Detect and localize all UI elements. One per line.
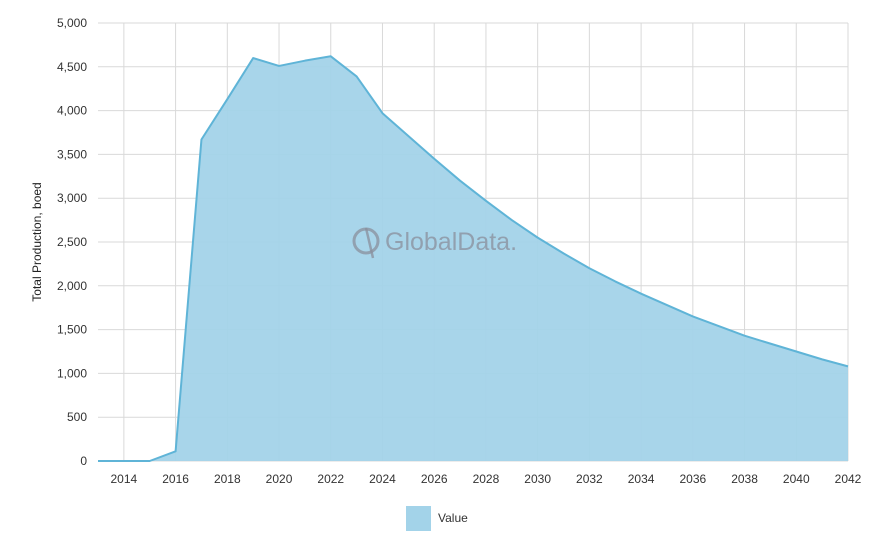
legend-label: Value	[438, 511, 468, 525]
y-tick-label: 2,000	[57, 279, 87, 293]
x-tick-label: 2028	[473, 472, 500, 486]
data-point[interactable]	[147, 459, 152, 464]
series-line[interactable]	[98, 55, 849, 462]
x-tick-label: 2030	[524, 472, 551, 486]
data-point[interactable]	[483, 198, 488, 203]
data-point[interactable]	[820, 357, 825, 362]
x-tick-label: 2026	[421, 472, 448, 486]
data-point[interactable]	[716, 324, 721, 329]
data-point[interactable]	[768, 341, 773, 346]
x-tick-label: 2040	[783, 472, 810, 486]
x-tick-label: 2032	[576, 472, 603, 486]
data-point[interactable]	[354, 74, 359, 79]
x-tick-label: 2036	[679, 472, 706, 486]
y-tick-label: 1,500	[57, 323, 87, 337]
x-tick-label: 2016	[162, 472, 189, 486]
y-tick-label: 1,000	[57, 366, 87, 380]
y-axis-ticks: 0 500 1,000 1,500 2,000 2,500 3,000 3,500 4,000 4…	[57, 16, 87, 468]
data-point[interactable]	[794, 349, 799, 354]
y-tick-label: 500	[67, 410, 87, 424]
globaldata-logo-icon	[352, 227, 380, 259]
y-tick-label: 4,500	[57, 60, 87, 74]
data-point[interactable]	[277, 63, 282, 68]
series-group	[96, 54, 851, 464]
x-tick-label: 2038	[731, 472, 758, 486]
data-point[interactable]	[690, 314, 695, 319]
x-tick-label: 2034	[628, 472, 655, 486]
data-point[interactable]	[380, 111, 385, 116]
data-point[interactable]	[535, 235, 540, 240]
data-point[interactable]	[96, 459, 101, 464]
data-point[interactable]	[509, 218, 514, 223]
data-point[interactable]	[846, 364, 851, 369]
data-point[interactable]	[406, 134, 411, 139]
y-tick-label: 3,000	[57, 191, 87, 205]
x-tick-label: 2020	[266, 472, 293, 486]
y-tick-label: 3,500	[57, 147, 87, 161]
x-tick-label: 2024	[369, 472, 396, 486]
watermark-text: GlobalData.	[385, 228, 517, 256]
data-point[interactable]	[432, 156, 437, 161]
data-point[interactable]	[561, 251, 566, 256]
y-tick-label: 2,500	[57, 235, 87, 249]
data-point[interactable]	[251, 56, 256, 61]
data-point[interactable]	[458, 178, 463, 183]
y-tick-label: 0	[80, 454, 87, 468]
x-axis-ticks: 2014 2016 2018 2020 2022 2024 2026 2028 2030 2032…	[111, 472, 862, 486]
legend-swatch	[406, 506, 431, 531]
y-tick-label: 5,000	[57, 16, 87, 30]
watermark: GlobalData.	[352, 227, 517, 259]
x-tick-label: 2018	[214, 472, 241, 486]
data-point[interactable]	[121, 459, 126, 464]
area-fill	[98, 56, 848, 461]
y-axis-label: Total Production, boed	[30, 182, 44, 301]
data-point[interactable]	[742, 333, 747, 338]
data-point[interactable]	[587, 266, 592, 271]
legend[interactable]: Value	[406, 506, 468, 531]
data-point[interactable]	[613, 279, 618, 284]
x-tick-label: 2022	[317, 472, 344, 486]
data-point[interactable]	[173, 449, 178, 454]
data-point[interactable]	[302, 58, 307, 63]
data-point[interactable]	[664, 303, 669, 308]
data-point[interactable]	[199, 137, 204, 142]
x-tick-label: 2014	[111, 472, 138, 486]
x-tick-label: 2042	[835, 472, 862, 486]
data-point[interactable]	[225, 97, 230, 102]
data-point[interactable]	[639, 291, 644, 296]
data-point[interactable]	[328, 54, 333, 59]
y-tick-label: 4,000	[57, 104, 87, 118]
